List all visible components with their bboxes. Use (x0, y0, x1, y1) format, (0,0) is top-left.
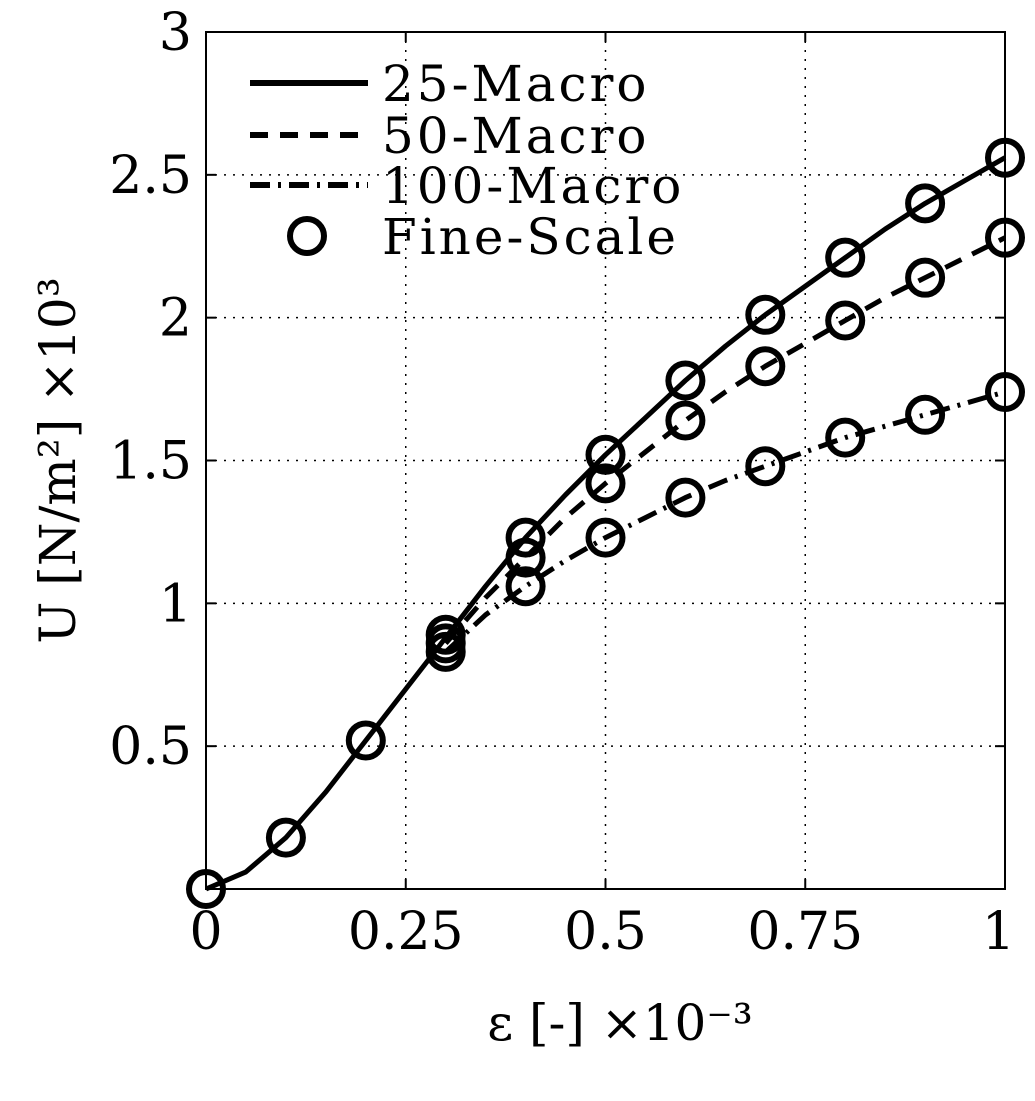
legend-label: 50-Macro (382, 107, 650, 165)
y-tick-label: 0.5 (109, 717, 192, 777)
y-tick-label: 1 (159, 574, 192, 634)
legend-label: Fine-Scale (382, 208, 679, 266)
fine-scale-marker (425, 631, 466, 672)
x-tick-label: 0 (189, 902, 222, 962)
fine-scale-marker (745, 446, 786, 487)
fine-scale-marker (505, 517, 546, 558)
fine-scale-marker (905, 257, 946, 298)
fine-scale-marker (745, 294, 786, 335)
fine-scale-marker (825, 237, 866, 278)
fine-scale-marker (745, 346, 786, 387)
legend-marker-fine-scale (287, 216, 327, 256)
series-line-50-macro (443, 235, 1007, 645)
fine-scale-marker (585, 434, 626, 475)
fine-scale-marker (825, 417, 866, 458)
fine-scale-marker (505, 566, 546, 607)
fine-scale-marker (265, 817, 306, 858)
fine-scale-marker (585, 463, 626, 504)
x-tick-label: 0.5 (564, 902, 647, 962)
series-line-25-macro (205, 155, 1007, 892)
x-axis-label: ε [-] ×10⁻³ (487, 994, 753, 1052)
axis-labels: ε [-] ×10⁻³ U [N/m²] ×10³ (29, 277, 753, 1052)
fine-scale-marker (905, 394, 946, 435)
fine-scale-marker (665, 400, 706, 441)
legend-label: 25-Macro (382, 55, 650, 113)
y-tick-label: 2.5 (109, 146, 192, 206)
fine-scale-marker (345, 720, 386, 761)
y-tick-label: 3 (159, 3, 192, 63)
x-tick-label: 0.25 (348, 902, 464, 962)
marker-layer (186, 137, 1025, 909)
legend-label: 100-Macro (382, 157, 684, 215)
fine-scale-marker (665, 360, 706, 401)
y-tick-label: 2 (159, 289, 192, 349)
y-tick-label: 1.5 (109, 432, 192, 492)
fine-scale-marker (825, 300, 866, 341)
fine-scale-marker (505, 537, 546, 578)
fine-scale-marker (665, 477, 706, 518)
x-tick-label: 1 (982, 902, 1015, 962)
tick-layer: 0 0.25 0.5 0.75 1 0.5 1 1.5 2 2.5 3 (109, 3, 1015, 962)
y-axis-label: U [N/m²] ×10³ (29, 277, 87, 644)
fine-scale-marker (585, 517, 626, 558)
x-tick-label: 0.75 (747, 902, 863, 962)
fine-scale-marker (905, 183, 946, 224)
